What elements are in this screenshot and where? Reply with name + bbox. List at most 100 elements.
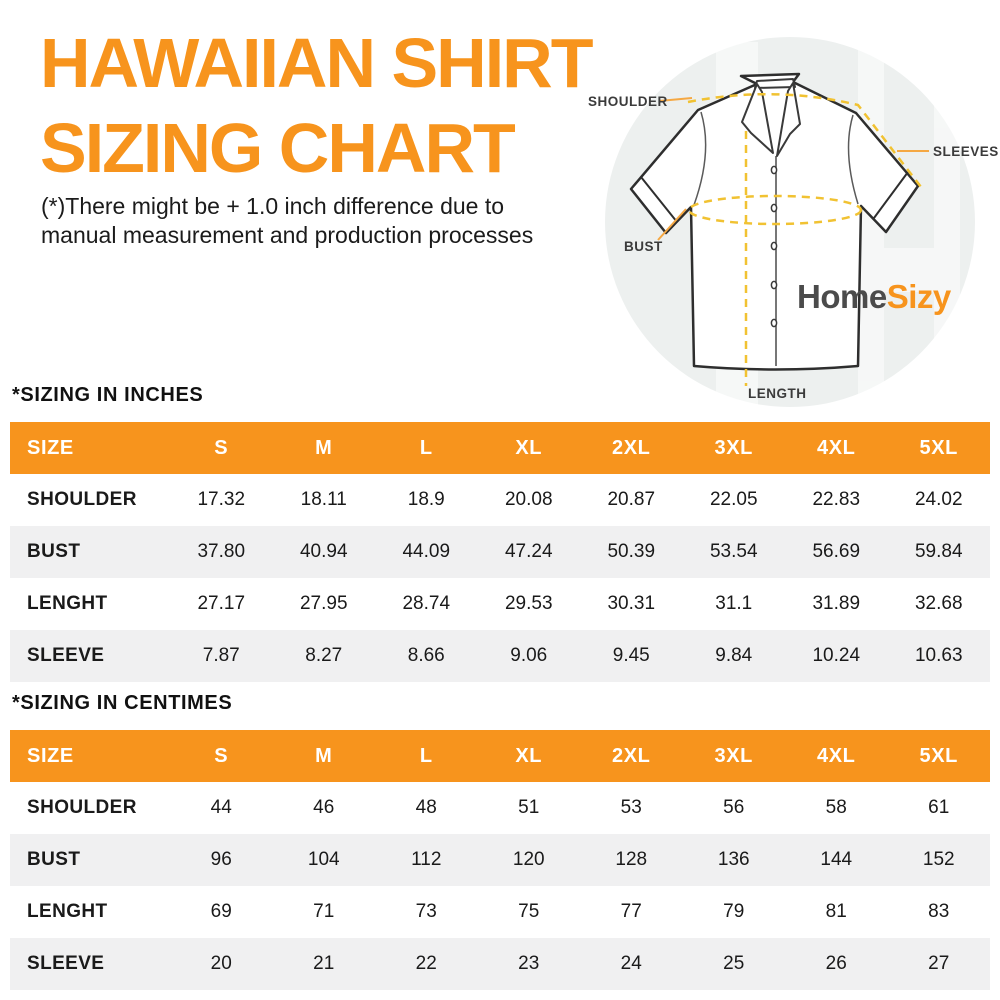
table-cell: 31.89 (812, 593, 861, 614)
table-row-shoulder: SHOULDER 44 46 48 51 53 56 58 61 (10, 782, 990, 834)
disclaimer-text: (*)There might be + 1.0 inch difference … (41, 192, 533, 250)
table-row-shoulder: SHOULDER 17.32 18.11 18.9 20.08 20.87 22.05 22.… (10, 474, 990, 526)
table-header-row: SIZE S M L XL 2XL 3XL 4XL 5XL (10, 730, 990, 782)
row-label: LENGHT (27, 901, 108, 922)
table-cell: 112 (411, 849, 442, 870)
table-cell: 22.83 (812, 489, 861, 510)
disclaimer-line1: (*)There might be + 1.0 inch difference … (41, 193, 505, 219)
table-cell: 51 (518, 797, 540, 818)
table-cell: 21 (313, 953, 335, 974)
column-header-xl: XL (515, 436, 543, 459)
column-header-5xl: 5XL (919, 436, 958, 459)
table-cell: 136 (717, 849, 750, 870)
row-label: SHOULDER (27, 797, 137, 818)
table-cell: 120 (512, 849, 545, 870)
table-cell: 20 (210, 953, 232, 974)
bust-label: BUST (624, 239, 663, 254)
size-column-header: SIZE (27, 436, 74, 459)
row-label: SLEEVE (27, 953, 105, 974)
table-cell: 18.11 (300, 489, 347, 510)
table-cell: 28.74 (402, 593, 451, 614)
row-label: SLEEVE (27, 645, 105, 666)
table-cell: 24 (620, 953, 642, 974)
table-cell: 128 (615, 849, 648, 870)
table-header-row: SIZE S M L XL 2XL 3XL 4XL 5XL (10, 422, 990, 474)
table-cell: 26 (825, 953, 847, 974)
page-title-line2: SIZING CHART (40, 109, 516, 187)
table-cell: 24.02 (914, 489, 963, 510)
column-header-m: M (315, 744, 333, 767)
table-row-sleeve: SLEEVE 20 21 22 23 24 25 26 27 (10, 938, 990, 990)
sizing-table-inches: SIZE S M L XL 2XL 3XL 4XL 5XL SHOULDER 17.32 18.11… (10, 422, 990, 682)
table-body: SHOULDER 17.32 18.11 18.9 20.08 20.87 22.05 22.… (10, 474, 990, 682)
shoulder-label: SHOULDER (588, 94, 668, 109)
table-cell: 27.17 (197, 593, 246, 614)
table-cell: 53.54 (709, 541, 758, 562)
measurement-dashed-lines (687, 92, 922, 386)
table-cell: 30.31 (607, 593, 656, 614)
table-cell: 20.87 (607, 489, 656, 510)
column-header-4xl: 4XL (817, 744, 856, 767)
table-cell: 20.08 (504, 489, 553, 510)
table-cell: 22.05 (709, 489, 758, 510)
column-header-s: S (214, 744, 229, 767)
length-label: LENGTH (748, 386, 807, 401)
table-cell: 47.24 (504, 541, 553, 562)
table-cell: 96 (210, 849, 232, 870)
table-row-sleeve: SLEEVE 7.87 8.27 8.66 9.06 9.45 9.84 10.24 10.63 (10, 630, 990, 682)
shirt-buttons (770, 165, 778, 328)
table-cell: 44.09 (402, 541, 451, 562)
size-column-header: SIZE (27, 744, 74, 767)
logo-part-home: Home (797, 278, 887, 315)
table-cell: 40.94 (299, 541, 348, 562)
column-header-2xl: 2XL (612, 744, 651, 767)
table-cell: 10.24 (812, 645, 861, 666)
column-header-l: L (419, 436, 433, 459)
homesizy-logo: HomeSizy (797, 278, 952, 315)
table-cell: 9.45 (612, 645, 650, 666)
table-cell: 83 (928, 901, 950, 922)
table-cell: 44 (210, 797, 232, 818)
table-cell: 79 (723, 901, 745, 922)
table-cell: 27.95 (299, 593, 348, 614)
table-cell: 56.69 (812, 541, 861, 562)
sleeves-label: SLEEVES (933, 144, 999, 159)
table-body: SHOULDER 44 46 48 51 53 56 58 61 BUST 96 104 112 120 1… (10, 782, 990, 990)
label-connector-lines (657, 97, 929, 241)
table-cell: 50.39 (607, 541, 656, 562)
table-row-bust: BUST 96 104 112 120 128 136 144 152 (10, 834, 990, 886)
logo-part-sizy: Sizy (887, 278, 952, 315)
column-header-s: S (214, 436, 229, 459)
table-cell: 29.53 (504, 593, 553, 614)
table-cell: 144 (820, 849, 853, 870)
table-cell: 71 (313, 901, 335, 922)
table-cell: 152 (922, 849, 955, 870)
shirt-measurement-diagram: SHOULDER SLEEVES BUST LENGTH HomeSizy (588, 37, 999, 407)
bust-measure-ellipse (687, 194, 863, 226)
table-row-lenght: LENGHT 27.17 27.95 28.74 29.53 30.31 31.1 31.89… (10, 578, 990, 630)
table-cell: 73 (415, 901, 437, 922)
table-cell: 9.06 (510, 645, 548, 666)
table-cell: 81 (825, 901, 847, 922)
table-cell: 59.84 (914, 541, 963, 562)
table-cell: 53 (620, 797, 642, 818)
table-cell: 56 (723, 797, 745, 818)
table-cell: 104 (307, 849, 340, 870)
table-cell: 27 (928, 953, 950, 974)
table-cell: 7.87 (202, 645, 240, 666)
measurement-labels: SHOULDER SLEEVES BUST LENGTH (588, 94, 999, 401)
row-label: BUST (27, 849, 81, 870)
row-label: LENGHT (27, 593, 108, 614)
column-header-2xl: 2XL (612, 436, 651, 459)
table-cell: 58 (825, 797, 847, 818)
disclaimer-line2: manual measurement and production proces… (41, 222, 534, 248)
column-header-3xl: 3XL (714, 744, 753, 767)
table-cell: 8.66 (407, 645, 445, 666)
table-cell: 32.68 (914, 593, 963, 614)
row-label: SHOULDER (27, 489, 137, 510)
table-cell: 61 (928, 797, 950, 818)
table-cell: 31.1 (715, 593, 753, 614)
table-cell: 37.80 (197, 541, 246, 562)
table-cell: 9.84 (715, 645, 753, 666)
